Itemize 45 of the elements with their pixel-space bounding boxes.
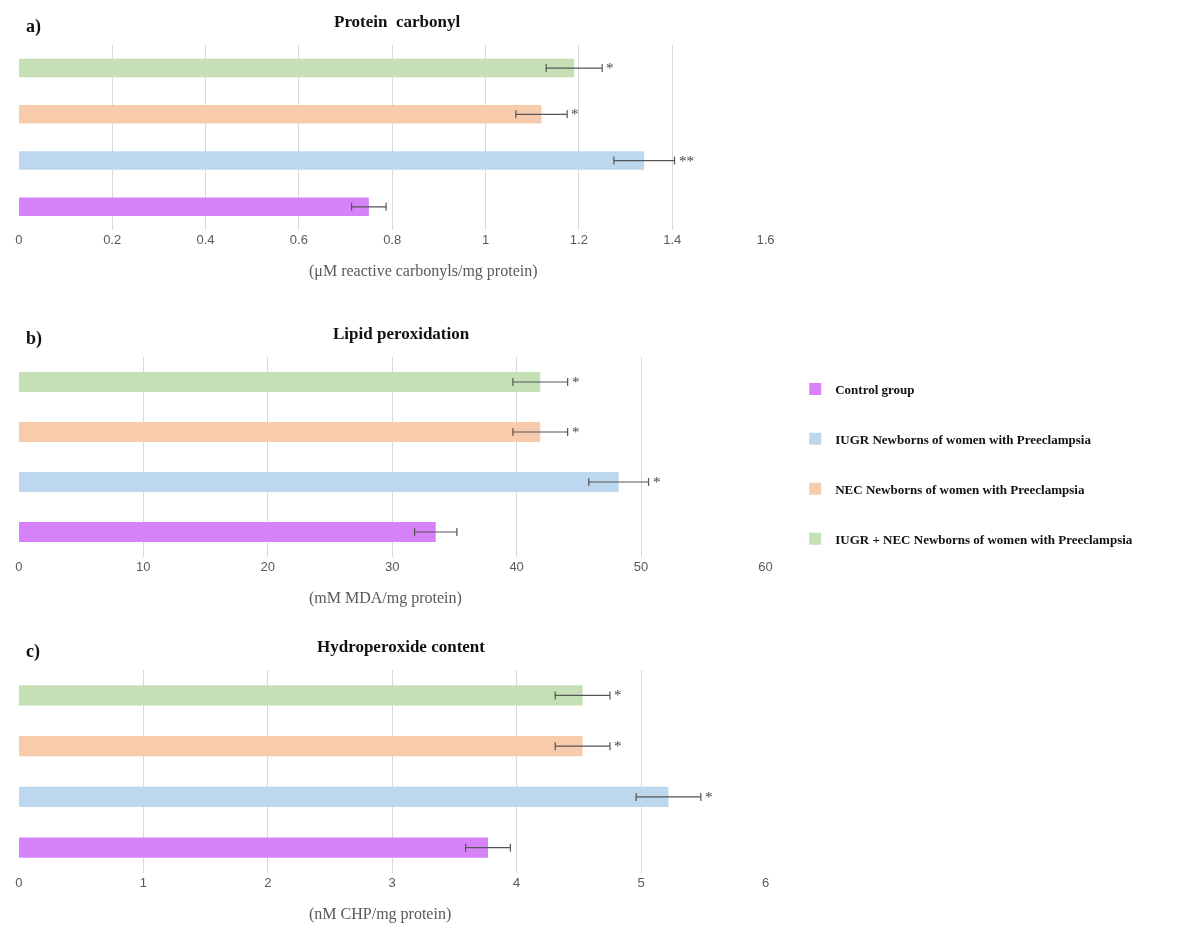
text: b) (26, 328, 43, 349)
x-tick-label: 0.2 (103, 232, 122, 247)
x-tick-label: 0.4 (196, 232, 215, 247)
data-label: * (614, 738, 622, 754)
chart-title: Lipid peroxidation (333, 324, 470, 343)
x-tick-label: 1 (481, 232, 490, 247)
x-tick-label: 1 (139, 875, 147, 890)
x-tick-label: 1.2 (569, 232, 588, 247)
data-label: * (572, 374, 580, 390)
legend-label: IUGR Newborns of women with Preeclampsia (835, 431, 1092, 447)
data-label: * (614, 687, 622, 703)
data-label: * (572, 424, 580, 440)
data-label: * (571, 106, 579, 122)
x-axis-title: (nM CHP/mg protein) (309, 905, 452, 923)
chart-title: Hydroperoxide content (317, 637, 486, 656)
x-tick-label: 0 (15, 875, 23, 890)
data-label: * (653, 474, 661, 490)
x-tick-label: 30 (384, 559, 400, 574)
x-axis-title: (μM reactive carbonyls/mg protein) (309, 262, 538, 280)
x-tick-label: 0.8 (383, 232, 402, 247)
data-label: ** (679, 153, 694, 169)
x-tick-label: 1.4 (663, 232, 682, 247)
x-tick-label: 60 (758, 559, 773, 574)
x-tick-label: 2 (264, 875, 272, 890)
x-tick-label: 4 (513, 875, 521, 890)
chart-title: Protein carbonyl (334, 12, 461, 31)
x-tick-label: 1.6 (756, 232, 775, 247)
x-tick-label: 3 (388, 875, 396, 890)
x-tick-label: 6 (761, 875, 770, 890)
legend-label: NEC Newborns of women with Preeclampsia (835, 481, 1085, 497)
x-tick-label: 0 (15, 232, 23, 247)
x-tick-label: 20 (260, 559, 275, 574)
text: c) (26, 641, 40, 662)
x-tick-label: 40 (509, 559, 524, 574)
text: a) (26, 16, 41, 37)
x-tick-label: 0.6 (289, 232, 308, 247)
x-tick-label: 10 (136, 559, 151, 574)
x-tick-label: 0 (15, 559, 23, 574)
data-label: * (606, 60, 614, 76)
legend-label: IUGR + NEC Newborns of women with Preeclampsia (835, 531, 1133, 547)
x-tick-label: 5 (637, 875, 645, 890)
x-axis-title: (mM MDA/mg protein) (309, 589, 462, 607)
x-tick-label: 50 (633, 559, 649, 574)
data-label: * (705, 789, 713, 805)
legend-label: Control group (835, 382, 915, 398)
